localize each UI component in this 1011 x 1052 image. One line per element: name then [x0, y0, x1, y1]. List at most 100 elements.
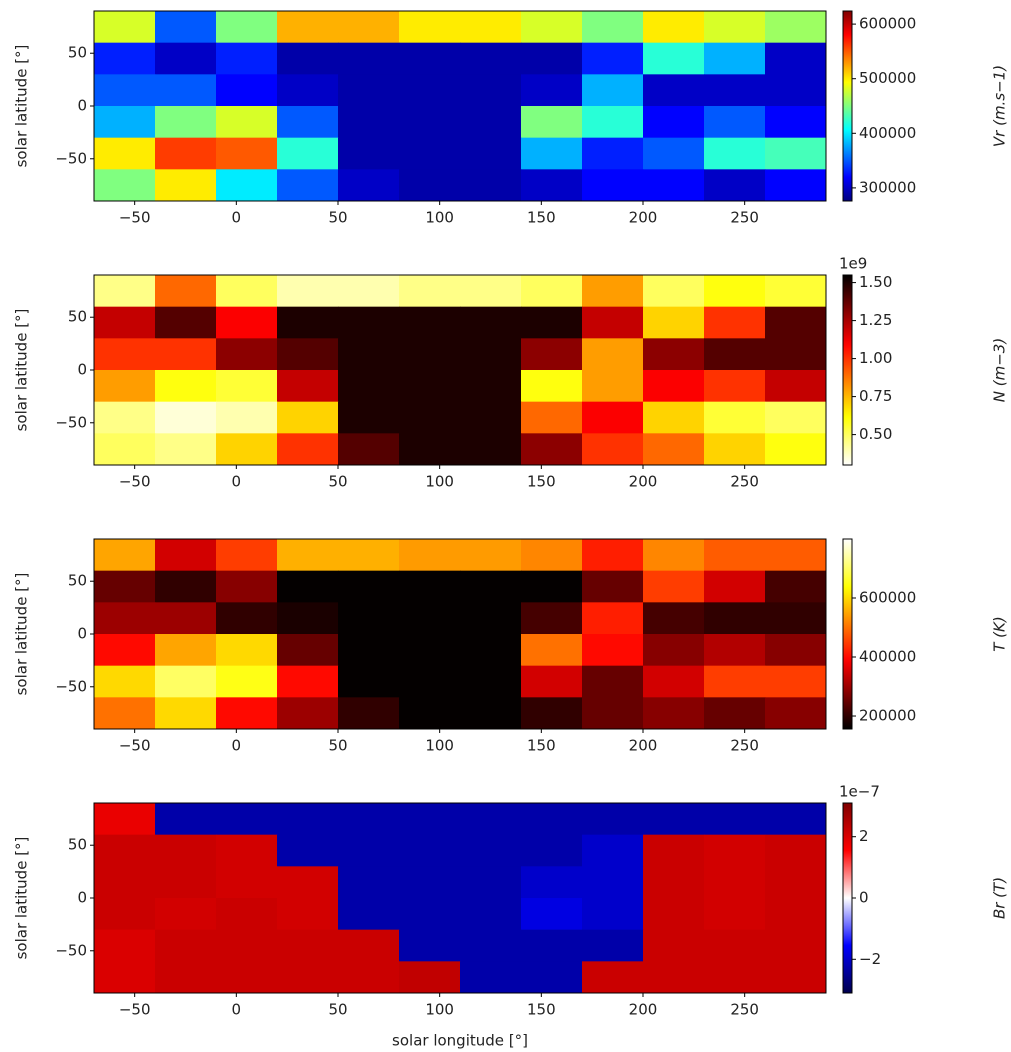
- heat-cell: [94, 275, 156, 308]
- heat-cell: [582, 306, 644, 339]
- heat-cell: [216, 106, 278, 139]
- heat-cell: [94, 634, 156, 667]
- heat-cell: [643, 602, 705, 635]
- heat-cell: [704, 803, 766, 836]
- heat-cell: [582, 866, 644, 899]
- heat-cell: [521, 169, 583, 202]
- y-tick-label: 50: [68, 44, 87, 62]
- heat-cell: [277, 961, 339, 994]
- heat-cell: [704, 665, 766, 698]
- y-tick-label: 0: [77, 361, 87, 379]
- heat-cell: [155, 42, 217, 75]
- heat-cell: [277, 370, 339, 403]
- heat-cell: [582, 634, 644, 667]
- heat-cell: [277, 306, 339, 339]
- heat-cell: [643, 306, 705, 339]
- heat-cell: [582, 11, 644, 44]
- heat-cell: [399, 834, 461, 867]
- heat-cell: [460, 929, 522, 962]
- heat-cell: [338, 74, 400, 107]
- heat-cell: [216, 169, 278, 202]
- heat-cell: [216, 137, 278, 170]
- heat-cell: [582, 697, 644, 730]
- heat-cell: [765, 338, 827, 371]
- heat-cell: [399, 539, 461, 572]
- heat-cell: [94, 433, 156, 466]
- heat-cell: [338, 306, 400, 339]
- x-tick-label: 50: [328, 1001, 347, 1019]
- heat-cell: [704, 634, 766, 667]
- heat-cell: [338, 539, 400, 572]
- heat-cell: [643, 338, 705, 371]
- heat-cell: [704, 74, 766, 107]
- x-tick-label: 200: [629, 473, 658, 491]
- x-tick-label: 250: [730, 209, 759, 227]
- heat-cell: [94, 370, 156, 403]
- heat-cell: [399, 42, 461, 75]
- heat-cell: [521, 803, 583, 836]
- heat-cell: [643, 898, 705, 931]
- heat-cell: [460, 961, 522, 994]
- heat-cell: [399, 697, 461, 730]
- heat-cell: [94, 137, 156, 170]
- heat-cell: [277, 570, 339, 603]
- heat-cell: [704, 602, 766, 635]
- heat-cell: [155, 961, 217, 994]
- heat-cell: [338, 697, 400, 730]
- heat-cell: [155, 834, 217, 867]
- heat-cell: [94, 338, 156, 371]
- x-tick-label: −50: [119, 473, 151, 491]
- heat-cell: [94, 42, 156, 75]
- x-tick-label: 50: [328, 209, 347, 227]
- heat-cell: [460, 834, 522, 867]
- heat-cell: [277, 539, 339, 572]
- heat-cell: [399, 570, 461, 603]
- heat-cell: [521, 11, 583, 44]
- heat-cell: [704, 338, 766, 371]
- y-tick-label: −50: [55, 677, 87, 695]
- heat-cell: [765, 275, 827, 308]
- heat-cell: [277, 634, 339, 667]
- heat-cell: [643, 433, 705, 466]
- heat-cell: [277, 338, 339, 371]
- heat-cell: [277, 697, 339, 730]
- heat-cell: [521, 634, 583, 667]
- heat-cell: [338, 275, 400, 308]
- heat-cell: [643, 169, 705, 202]
- heat-cell: [704, 42, 766, 75]
- heat-cell: [460, 275, 522, 308]
- heat-cell: [277, 106, 339, 139]
- heat-cell: [155, 866, 217, 899]
- heat-cell: [94, 834, 156, 867]
- heat-cell: [155, 433, 217, 466]
- y-axis-label: solar latitude [°]: [13, 837, 31, 960]
- colorbar-tick-label: 200000: [859, 707, 916, 725]
- heat-cell: [338, 898, 400, 931]
- heat-cell: [765, 433, 827, 466]
- heat-cell: [521, 570, 583, 603]
- x-tick-label: 0: [232, 737, 242, 755]
- colorbar-tick-label: 400000: [859, 124, 916, 142]
- heat-cell: [643, 634, 705, 667]
- heat-cell: [277, 929, 339, 962]
- heat-cell: [399, 275, 461, 308]
- colorbar-label: Vr (m.s−1): [991, 65, 1009, 147]
- heat-cell: [765, 898, 827, 931]
- heat-cell: [643, 74, 705, 107]
- heat-cell: [155, 401, 217, 434]
- heat-cell: [582, 834, 644, 867]
- heat-cell: [521, 898, 583, 931]
- heat-cell: [765, 834, 827, 867]
- x-tick-label: 100: [425, 1001, 454, 1019]
- heat-cell: [521, 42, 583, 75]
- heat-cell: [460, 570, 522, 603]
- colorbar: [842, 802, 853, 994]
- heat-cell: [338, 401, 400, 434]
- heat-cell: [216, 634, 278, 667]
- heat-cell: [704, 433, 766, 466]
- x-tick-label: 150: [527, 737, 556, 755]
- heat-cell: [765, 137, 827, 170]
- x-tick-label: 250: [730, 737, 759, 755]
- heat-cell: [765, 106, 827, 139]
- heat-cell: [460, 539, 522, 572]
